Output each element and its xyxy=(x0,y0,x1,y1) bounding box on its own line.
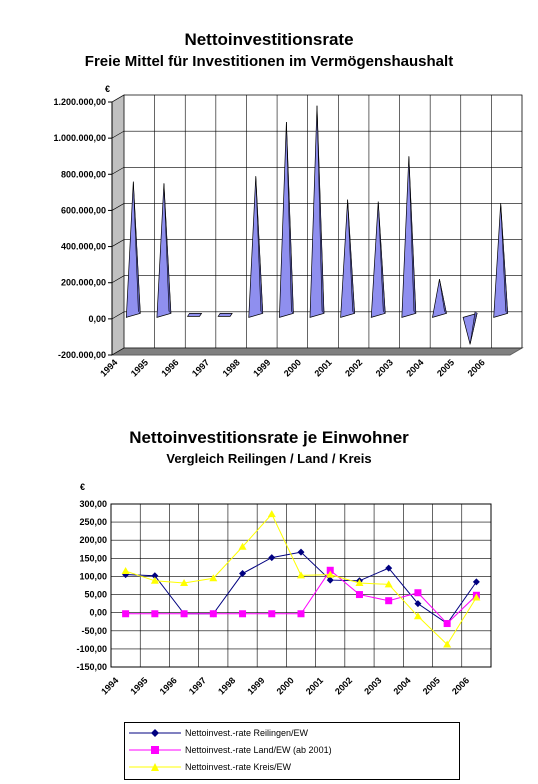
legend-marker-land xyxy=(129,745,181,755)
data-point xyxy=(297,548,305,556)
y-tick-label: 1.200.000,00 xyxy=(53,97,106,107)
x-tick-label: 2001 xyxy=(304,675,325,696)
x-tick-label: 2004 xyxy=(391,675,412,696)
data-point xyxy=(355,578,364,586)
x-tick-label: 2006 xyxy=(450,675,471,696)
y-tick-label: -100,00 xyxy=(76,644,107,654)
data-point xyxy=(297,610,305,618)
x-tick-label: 2005 xyxy=(421,675,442,696)
data-point xyxy=(268,554,276,562)
chart2-legend: Nettoinvest.-rate Reilingen/EW Nettoinve… xyxy=(124,722,460,780)
y-tick-label: 150,00 xyxy=(79,553,107,563)
data-point xyxy=(355,591,363,599)
plot-area xyxy=(110,503,492,668)
y-tick-label: 300,00 xyxy=(79,499,107,509)
chart1-subtitle: Freie Mittel für Investitionen im Vermög… xyxy=(84,53,454,70)
x-tick-label: 1996 xyxy=(158,675,179,696)
x-tick-label: 2000 xyxy=(275,675,296,696)
x-tick-label: 1999 xyxy=(245,675,266,696)
data-point xyxy=(209,610,217,618)
data-point xyxy=(239,570,247,578)
data-point xyxy=(209,574,218,582)
legend-label: Nettoinvest.-rate Reilingen/EW xyxy=(185,728,309,738)
bar-shade xyxy=(133,181,141,314)
data-point xyxy=(151,610,159,618)
data-point xyxy=(385,597,393,605)
data-point xyxy=(384,580,393,588)
chart2-title: Nettoinvestitionsrate je Einwohner xyxy=(129,428,409,447)
y-tick-label: 200.000,00 xyxy=(61,278,106,288)
bar-shade xyxy=(500,203,508,315)
y-tick-label: -150,00 xyxy=(76,662,107,672)
bar xyxy=(217,313,233,317)
legend-item-land: Nettoinvest.-rate Land/EW (ab 2001) xyxy=(129,742,332,758)
bar-shade xyxy=(347,199,355,315)
data-point xyxy=(443,620,451,628)
data-point xyxy=(443,640,452,648)
legend-label: Nettoinvest.-rate Kreis/EW xyxy=(185,762,292,772)
legend-marker-reilingen xyxy=(129,728,181,738)
bar-shade xyxy=(255,176,264,314)
data-point xyxy=(414,589,422,597)
y-tick-label: 800.000,00 xyxy=(61,169,106,179)
x-tick-label: 2003 xyxy=(362,675,383,696)
x-tick-label: 1997 xyxy=(187,675,208,696)
data-point xyxy=(239,610,247,618)
data-point xyxy=(385,564,393,572)
legend-item-kreis: Nettoinvest.-rate Kreis/EW xyxy=(129,759,291,775)
bar-shade xyxy=(163,183,172,314)
y-tick-label: 0,00 xyxy=(88,314,106,324)
y-tick-label: -50,00 xyxy=(81,626,107,636)
y-tick-label: 100,00 xyxy=(79,571,107,581)
y-tick-label: 200,00 xyxy=(79,535,107,545)
bar-shade xyxy=(408,156,417,314)
data-point xyxy=(180,578,189,586)
data-point xyxy=(238,542,247,550)
x-tick-label: 2002 xyxy=(333,675,354,696)
y-tick-label: 400.000,00 xyxy=(61,242,106,252)
data-point xyxy=(326,576,334,584)
bar xyxy=(186,313,203,317)
y-tick-label: 1.000.000,00 xyxy=(53,133,106,143)
data-point xyxy=(297,571,305,579)
bar-chart: -200.000,00 0,00 200.000,00 400.000,00 600.0… xyxy=(53,84,524,379)
data-point xyxy=(326,566,334,574)
bar-shade xyxy=(439,279,447,315)
y-tick-label: 250,00 xyxy=(79,517,107,527)
y-tick-label: 50,00 xyxy=(84,590,107,600)
y-tick-label: 600.000,00 xyxy=(61,205,106,215)
data-point xyxy=(472,593,481,601)
legend-marker-kreis xyxy=(129,762,181,772)
bar-shade xyxy=(377,201,386,315)
data-point xyxy=(472,578,480,586)
y-axis-unit: € xyxy=(105,84,110,94)
bar-shade xyxy=(469,310,478,345)
y-tick-label: 0,00 xyxy=(89,608,107,618)
data-point xyxy=(267,510,276,518)
x-tick-label: 1994 xyxy=(99,675,120,696)
data-point xyxy=(180,610,188,618)
x-tick-label: 1998 xyxy=(216,675,237,696)
data-point xyxy=(414,600,422,608)
bar-shade xyxy=(286,121,294,314)
x-tick-label: 1995 xyxy=(128,675,149,696)
data-point xyxy=(268,610,276,618)
y-axis-unit: € xyxy=(80,482,85,492)
data-point xyxy=(326,570,335,578)
bar-shade xyxy=(316,105,325,314)
legend-label: Nettoinvest.-rate Land/EW (ab 2001) xyxy=(185,745,332,755)
data-point xyxy=(122,610,130,618)
chart1-title: Nettoinvestitionsrate xyxy=(184,30,354,49)
data-point xyxy=(150,576,159,584)
data-point xyxy=(151,572,159,580)
chart2-subtitle: Vergleich Reilingen / Land / Kreis xyxy=(166,451,372,466)
data-point xyxy=(121,567,130,575)
legend-item-reilingen: Nettoinvest.-rate Reilingen/EW xyxy=(129,725,308,741)
data-point xyxy=(413,612,422,620)
y-tick-label: -200.000,00 xyxy=(58,350,106,360)
